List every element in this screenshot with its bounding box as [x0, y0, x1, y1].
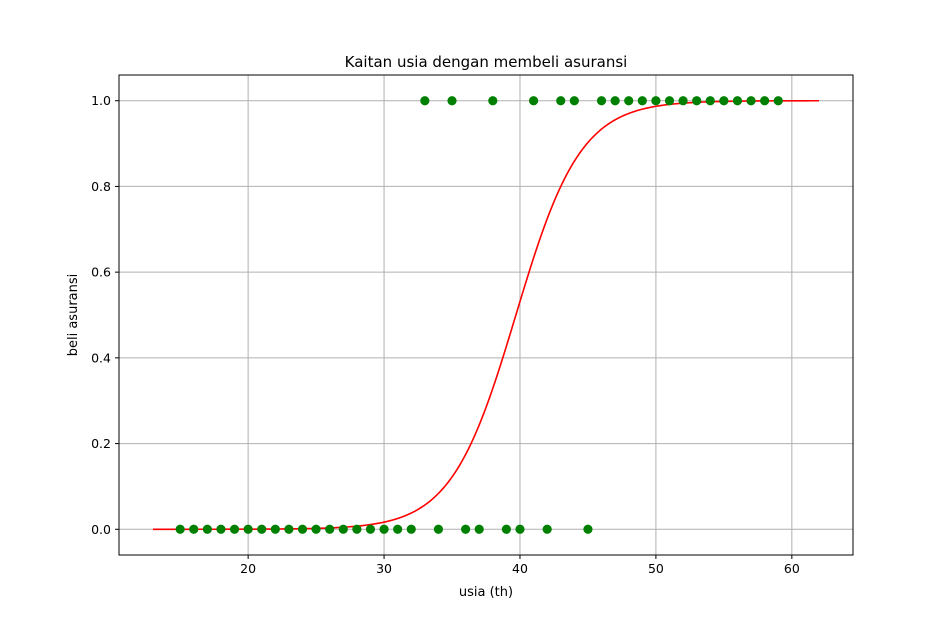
data-point [297, 524, 308, 534]
points-layer [175, 96, 783, 534]
y-tick-label: 0.2 [91, 436, 111, 451]
data-point [189, 524, 199, 534]
data-point [257, 524, 267, 534]
data-point [216, 524, 226, 534]
data-point [488, 96, 498, 106]
data-point [338, 524, 348, 534]
data-point [637, 96, 647, 106]
data-point [596, 96, 607, 106]
data-point [379, 524, 389, 534]
data-point [746, 96, 756, 106]
data-point [202, 524, 212, 534]
y-tick-label: 0.6 [91, 265, 111, 280]
data-point [420, 96, 430, 106]
data-point [447, 96, 457, 106]
data-point [664, 96, 675, 106]
data-point [461, 524, 471, 534]
chart-title: Kaitan usia dengan membeli asuransi [345, 53, 628, 71]
x-axis: 20 30 40 50 60 [240, 555, 800, 576]
data-point [732, 96, 743, 106]
data-point [556, 96, 566, 106]
data-point [352, 524, 362, 534]
y-axis-label: beli asuransi [66, 274, 81, 357]
data-point [175, 524, 185, 534]
data-point [651, 96, 661, 106]
x-tick-label: 50 [648, 561, 664, 576]
x-tick-label: 40 [512, 561, 528, 576]
data-point [760, 96, 770, 106]
data-point [705, 96, 715, 106]
data-point [542, 524, 552, 534]
data-point [692, 96, 702, 106]
data-point [583, 524, 593, 534]
data-point [569, 96, 579, 106]
data-point [515, 524, 525, 534]
y-tick-label: 0.4 [91, 350, 111, 365]
data-point [719, 96, 729, 106]
data-point [229, 524, 240, 534]
x-axis-label: usia (th) [459, 585, 513, 600]
data-point [610, 96, 620, 106]
plot-frame [118, 74, 854, 556]
data-point [284, 524, 294, 534]
data-point [325, 524, 335, 534]
y-tick-label: 1.0 [91, 93, 111, 108]
data-point [773, 96, 783, 106]
x-tick-label: 20 [240, 561, 256, 576]
data-point [528, 96, 539, 106]
data-point [311, 524, 321, 534]
y-tick-label: 0.0 [91, 522, 111, 537]
data-point [393, 524, 403, 534]
data-point [433, 524, 444, 534]
data-point [501, 524, 511, 534]
data-point [474, 524, 484, 534]
data-point [406, 524, 416, 534]
x-tick-label: 30 [376, 561, 392, 576]
data-point [365, 524, 376, 534]
x-tick-label: 60 [784, 561, 800, 576]
data-point [678, 96, 688, 106]
data-point [270, 524, 280, 534]
y-axis: 0.0 0.2 0.4 0.6 0.8 1.0 [91, 93, 119, 537]
data-point [624, 96, 634, 106]
y-tick-label: 0.8 [91, 179, 111, 194]
data-point [243, 524, 253, 534]
